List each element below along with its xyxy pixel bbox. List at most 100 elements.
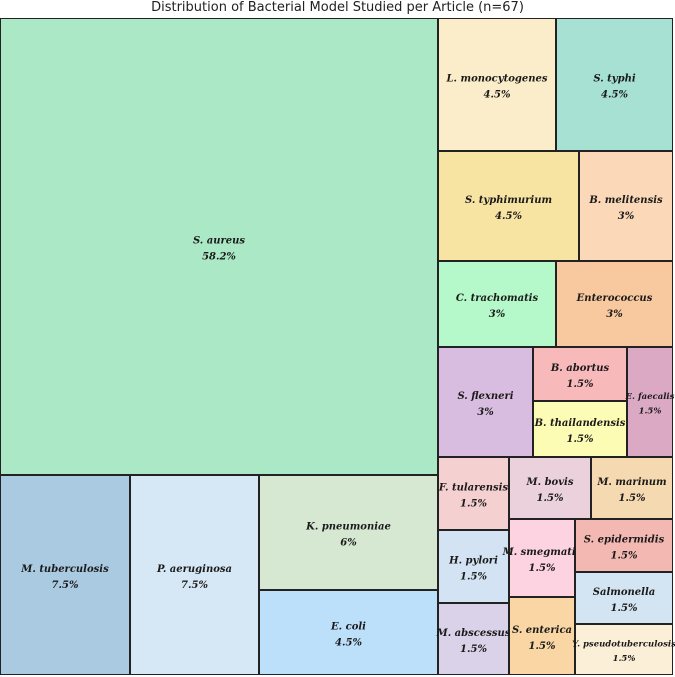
tile-percent-m-smegmatis: 1.5% — [529, 563, 556, 574]
chart-title: Distribution of Bacterial Model Studied … — [151, 0, 524, 15]
tile-c-trachomatis: C. trachomatis 3% — [438, 261, 556, 347]
tile-rect-s-epidermidis — [575, 519, 673, 572]
tile-percent-f-tularensis: 1.5% — [460, 499, 487, 510]
tile-s-enterica: S. enterica 1.5% — [509, 597, 575, 675]
tile-salmonella: Salmonella 1.5% — [575, 572, 673, 624]
tile-label-b-melitensis: B. melitensis — [588, 195, 663, 206]
tile-m-marinum: M. marinum 1.5% — [591, 457, 673, 519]
tile-percent-b-thailandensis: 1.5% — [567, 434, 594, 445]
tile-rect-f-tularensis — [438, 457, 509, 530]
tile-percent-s-typhimurium: 4.5% — [495, 211, 522, 222]
tile-percent-m-marinum: 1.5% — [619, 493, 646, 504]
tile-percent-s-typhi: 4.5% — [601, 90, 628, 101]
tile-rect-s-flexneri — [438, 347, 533, 457]
tile-percent-b-melitensis: 3% — [618, 211, 635, 222]
tile-rect-salmonella — [575, 572, 673, 624]
tile-m-bovis: M. bovis 1.5% — [509, 457, 591, 519]
tile-percent-e-coli: 4.5% — [335, 638, 362, 649]
tile-label-y-pseudotuberculosis: Y. pseudotuberculosis — [572, 640, 675, 650]
tile-label-s-flexneri: S. flexneri — [457, 391, 513, 402]
tile-p-aeruginosa: P. aeruginosa 7.5% — [130, 475, 259, 675]
tile-h-pylori: H. pylori 1.5% — [438, 530, 509, 603]
tile-label-m-marinum: M. marinum — [596, 477, 666, 488]
tile-percent-m-tuberculosis: 7.5% — [52, 580, 79, 591]
tile-rect-h-pylori — [438, 530, 509, 603]
tile-label-b-abortus: B. abortus — [550, 363, 610, 374]
tile-rect-b-abortus — [533, 347, 627, 401]
tile-rect-e-coli — [259, 590, 438, 675]
tile-rect-m-marinum — [591, 457, 673, 519]
tile-label-enterococcus: Enterococcus — [576, 293, 653, 304]
tile-e-coli: E. coli 4.5% — [259, 590, 438, 675]
tile-label-p-aeruginosa: P. aeruginosa — [156, 564, 232, 575]
tile-percent-s-enterica: 1.5% — [529, 641, 556, 652]
tile-m-tuberculosis: M. tuberculosis 7.5% — [0, 475, 130, 675]
tile-percent-b-abortus: 1.5% — [567, 379, 594, 390]
tile-rect-s-typhimurium — [438, 151, 579, 261]
tile-label-s-typhi: S. typhi — [593, 74, 636, 85]
tile-s-typhimurium: S. typhimurium 4.5% — [438, 151, 579, 261]
tile-label-e-coli: E. coli — [330, 622, 366, 633]
tile-rect-b-melitensis — [579, 151, 673, 261]
tile-label-b-thailandensis: B. thailandensis — [534, 418, 626, 429]
tile-e-faecalis: E. faecalis 1.5% — [625, 347, 675, 457]
tile-l-monocytogenes: L. monocytogenes 4.5% — [438, 18, 556, 151]
tile-label-m-bovis: M. bovis — [526, 477, 574, 488]
tile-label-m-smegmatis: M. smegmatis — [502, 547, 582, 558]
tile-rect-s-typhi — [556, 18, 673, 151]
tile-f-tularensis: F. tularensis 1.5% — [438, 457, 509, 530]
tile-rect-m-tuberculosis — [0, 475, 130, 675]
tile-rect-enterococcus — [556, 261, 673, 347]
tile-b-melitensis: B. melitensis 3% — [579, 151, 673, 261]
tile-rect-e-faecalis — [627, 347, 673, 457]
tile-rect-c-trachomatis — [438, 261, 556, 347]
tile-percent-enterococcus: 3% — [606, 309, 623, 320]
tile-percent-l-monocytogenes: 4.5% — [484, 90, 511, 101]
tile-label-m-tuberculosis: M. tuberculosis — [20, 564, 109, 575]
tile-k-pneumoniae: K. pneumoniae 6% — [259, 475, 438, 590]
tile-label-l-monocytogenes: L. monocytogenes — [446, 74, 548, 85]
tile-percent-k-pneumoniae: 6% — [340, 538, 357, 549]
tile-percent-e-faecalis: 1.5% — [639, 407, 662, 417]
tile-label-k-pneumoniae: K. pneumoniae — [305, 522, 391, 533]
tile-rect-b-thailandensis — [533, 401, 627, 457]
tile-s-epidermidis: S. epidermidis 1.5% — [575, 519, 673, 572]
tile-s-flexneri: S. flexneri 3% — [438, 347, 533, 457]
tile-label-s-aureus: S. aureus — [193, 236, 245, 247]
tile-label-m-abscessus: M. abscessus — [436, 628, 511, 639]
tile-percent-m-bovis: 1.5% — [537, 493, 564, 504]
tile-s-typhi: S. typhi 4.5% — [556, 18, 673, 151]
tile-rect-y-pseudotuberculosis — [575, 624, 673, 675]
tile-label-s-epidermidis: S. epidermidis — [584, 535, 665, 546]
tile-label-e-faecalis: E. faecalis — [625, 392, 675, 402]
tile-label-s-typhimurium: S. typhimurium — [465, 195, 552, 206]
tile-b-thailandensis: B. thailandensis 1.5% — [533, 401, 627, 457]
tile-y-pseudotuberculosis: Y. pseudotuberculosis 1.5% — [572, 624, 675, 675]
tile-s-aureus: S. aureus 58.2% — [0, 18, 438, 475]
tile-percent-y-pseudotuberculosis: 1.5% — [613, 654, 636, 664]
tile-percent-s-flexneri: 3% — [477, 407, 494, 418]
tile-percent-salmonella: 1.5% — [611, 603, 638, 614]
tile-percent-c-trachomatis: 3% — [489, 309, 506, 320]
tile-rect-m-bovis — [509, 457, 591, 519]
tile-percent-p-aeruginosa: 7.5% — [181, 580, 208, 591]
tile-label-f-tularensis: F. tularensis — [438, 483, 509, 494]
tile-percent-h-pylori: 1.5% — [460, 572, 487, 583]
tile-enterococcus: Enterococcus 3% — [556, 261, 673, 347]
tile-m-abscessus: M. abscessus 1.5% — [436, 603, 511, 675]
tile-rect-p-aeruginosa — [130, 475, 259, 675]
tile-rect-s-enterica — [509, 597, 575, 675]
tile-rect-m-abscessus — [438, 603, 509, 675]
tile-percent-m-abscessus: 1.5% — [460, 644, 487, 655]
tile-label-salmonella: Salmonella — [593, 587, 655, 598]
tile-label-h-pylori: H. pylori — [448, 556, 498, 567]
tile-percent-s-epidermidis: 1.5% — [611, 551, 638, 562]
tile-m-smegmatis: M. smegmatis 1.5% — [502, 519, 582, 597]
tile-percent-s-aureus: 58.2% — [202, 252, 236, 263]
tile-label-c-trachomatis: C. trachomatis — [456, 293, 539, 304]
tile-label-s-enterica: S. enterica — [512, 625, 572, 636]
tile-rect-m-smegmatis — [509, 519, 575, 597]
tile-rect-l-monocytogenes — [438, 18, 556, 151]
tile-rect-k-pneumoniae — [259, 475, 438, 590]
